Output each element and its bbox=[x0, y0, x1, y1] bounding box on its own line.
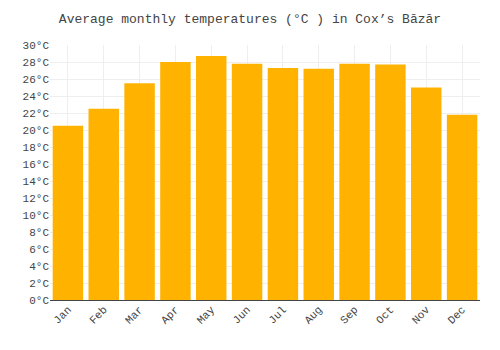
svg-text:May: May bbox=[195, 304, 218, 327]
svg-text:24°C: 24°C bbox=[23, 91, 50, 103]
svg-text:12°C: 12°C bbox=[23, 193, 50, 205]
svg-text:8°C: 8°C bbox=[29, 227, 49, 239]
svg-text:26°C: 26°C bbox=[23, 74, 50, 86]
svg-text:16°C: 16°C bbox=[23, 159, 50, 171]
svg-text:10°C: 10°C bbox=[23, 210, 50, 222]
svg-text:Mar: Mar bbox=[123, 304, 145, 326]
svg-text:Sep: Sep bbox=[338, 304, 360, 326]
svg-text:Feb: Feb bbox=[87, 304, 109, 326]
svg-text:2°C: 2°C bbox=[29, 278, 49, 290]
svg-text:20°C: 20°C bbox=[23, 125, 50, 137]
svg-text:Oct: Oct bbox=[374, 304, 396, 326]
svg-text:Jan: Jan bbox=[51, 304, 73, 326]
svg-text:6°C: 6°C bbox=[29, 244, 49, 256]
svg-text:22°C: 22°C bbox=[23, 108, 50, 120]
svg-text:Apr: Apr bbox=[159, 304, 181, 326]
svg-text:0°C: 0°C bbox=[29, 295, 49, 307]
svg-text:Dec: Dec bbox=[446, 304, 468, 326]
svg-text:30°C: 30°C bbox=[23, 40, 50, 52]
svg-text:Jul: Jul bbox=[266, 304, 288, 326]
svg-text:14°C: 14°C bbox=[23, 176, 50, 188]
svg-text:18°C: 18°C bbox=[23, 142, 50, 154]
svg-text:Aug: Aug bbox=[302, 304, 324, 326]
svg-text:4°C: 4°C bbox=[29, 261, 49, 273]
svg-text:Average monthly temperatures (: Average monthly temperatures (°C ) in Co… bbox=[59, 12, 441, 27]
svg-text:Nov: Nov bbox=[410, 304, 433, 327]
svg-text:28°C: 28°C bbox=[23, 57, 50, 69]
svg-text:Jun: Jun bbox=[231, 304, 253, 326]
